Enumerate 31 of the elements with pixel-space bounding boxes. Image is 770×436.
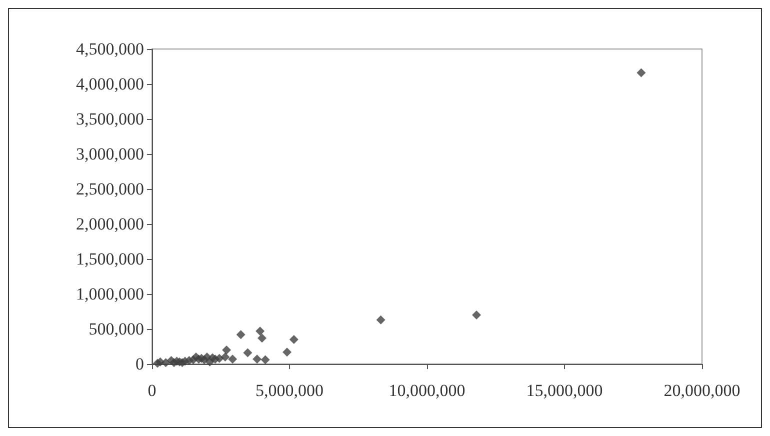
y-tick-label: 500,000 (88, 320, 144, 338)
point (636, 68, 646, 78)
y-tick-label: 1,000,000 (76, 284, 144, 304)
y-tick-label: 0 (136, 354, 144, 374)
y-tick-label: 2,000,000 (76, 214, 144, 234)
y-tick-label: 1,500,000 (76, 250, 144, 268)
point (282, 348, 292, 357)
point (376, 315, 386, 324)
point (472, 310, 481, 320)
point (236, 330, 246, 340)
point (214, 354, 224, 363)
y-tick-label: 3,500,000 (76, 110, 144, 128)
x-tick-label: 15,000,000 (526, 381, 603, 400)
point (220, 352, 230, 362)
point (289, 335, 298, 344)
x-tick-label: 20,000,000 (664, 381, 740, 400)
y-tick-label: 2,500,000 (76, 180, 144, 198)
point (222, 346, 232, 354)
point (228, 354, 238, 364)
x-tick-label: 10,000,000 (388, 381, 466, 400)
x-tick-label: 5,000,000 (256, 381, 324, 400)
y-tick-label: 3,000,000 (76, 144, 144, 164)
point (256, 326, 265, 336)
point (260, 355, 270, 364)
y-tick-label: 4,000,000 (76, 74, 144, 94)
point (243, 348, 252, 358)
y-tick-label: 4,500,000 (76, 40, 144, 58)
point (252, 354, 262, 364)
point (161, 358, 170, 368)
x-tick-label: 0 (148, 381, 156, 400)
point (258, 334, 266, 343)
